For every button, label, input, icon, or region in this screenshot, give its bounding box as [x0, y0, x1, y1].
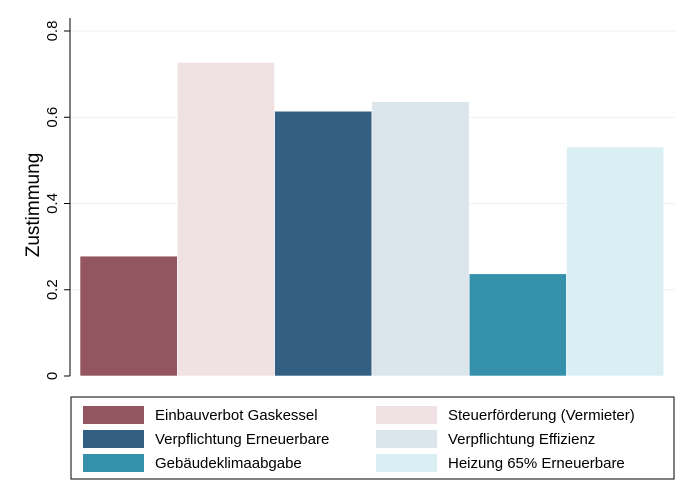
y-tick-label: 0.6 [44, 107, 61, 128]
legend-label: Gebäudeklimaabgabe [155, 455, 302, 472]
legend: Einbauverbot Gaskessel Steuerförderung (V… [70, 396, 675, 480]
legend-swatch [376, 406, 437, 424]
bar [371, 101, 470, 377]
y-axis: 0 0.2 0.4 0.6 0.8 [44, 18, 71, 380]
legend-swatch [83, 430, 144, 448]
bar [468, 273, 567, 377]
legend-swatch [83, 454, 144, 472]
bar [274, 110, 373, 377]
legend-box [70, 396, 675, 480]
y-tick-label: 0.8 [44, 21, 61, 42]
bar [177, 62, 275, 377]
legend-swatch [83, 406, 144, 424]
legend-label: Heizung 65% Erneuerbare [448, 455, 625, 472]
bar [79, 255, 178, 377]
y-axis-title: Zustimmung [23, 153, 44, 258]
bars [79, 62, 665, 377]
legend-label: Einbauverbot Gaskessel [155, 407, 318, 424]
legend-swatch [376, 454, 437, 472]
y-tick-label: 0.4 [44, 193, 61, 214]
legend-label: Verpflichtung Erneuerbare [155, 431, 329, 448]
bar [566, 146, 665, 377]
legend-swatch [376, 430, 437, 448]
y-tick-label: 0.2 [44, 279, 61, 300]
legend-label: Verpflichtung Effizienz [448, 431, 595, 448]
y-tick-label: 0 [44, 372, 61, 380]
legend-label: Steuerförderung (Vermieter) [448, 407, 635, 424]
